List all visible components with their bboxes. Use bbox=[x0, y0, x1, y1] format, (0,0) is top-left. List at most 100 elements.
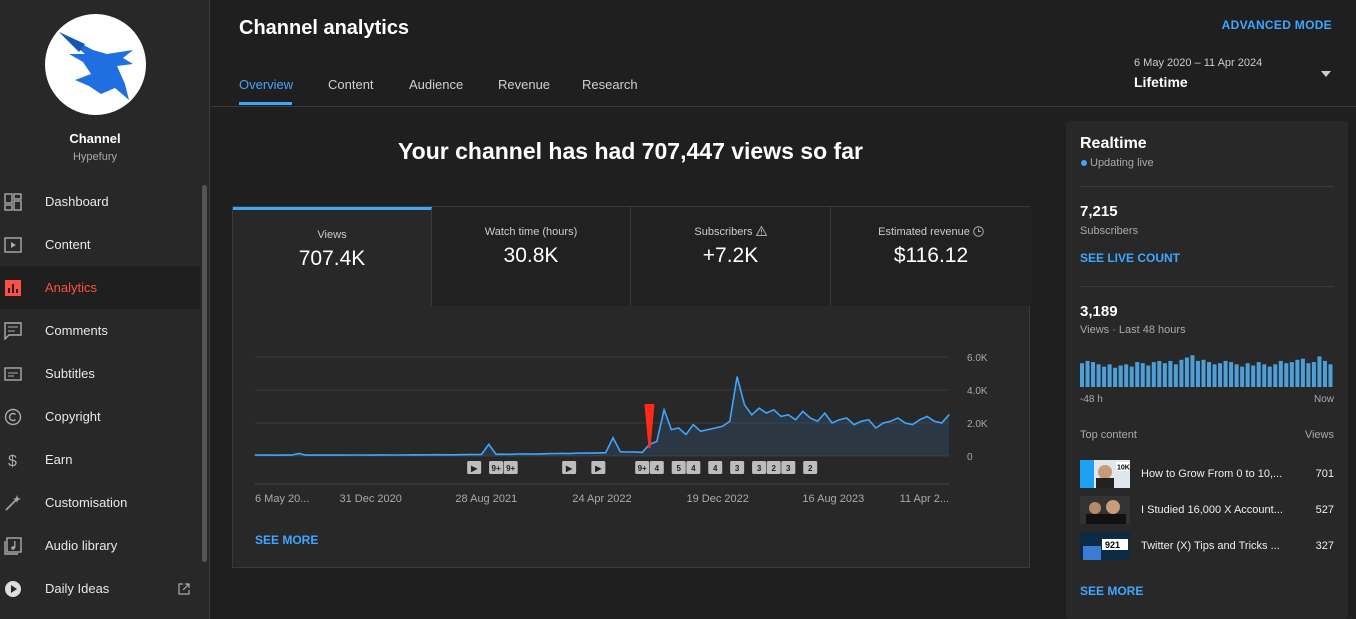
data-point[interactable] bbox=[933, 420, 935, 422]
data-point[interactable] bbox=[407, 454, 410, 456]
stat-views[interactable]: Views 707.4K bbox=[233, 207, 432, 306]
data-point[interactable] bbox=[480, 453, 483, 456]
data-point[interactable] bbox=[473, 453, 475, 456]
data-point[interactable] bbox=[583, 452, 585, 454]
mini-bar[interactable] bbox=[1328, 364, 1333, 387]
data-point[interactable] bbox=[269, 454, 271, 456]
data-point[interactable] bbox=[502, 453, 504, 455]
data-point[interactable] bbox=[634, 451, 636, 453]
realtime-mini-chart[interactable] bbox=[1080, 353, 1334, 387]
data-point[interactable] bbox=[941, 422, 943, 424]
data-point[interactable] bbox=[809, 417, 811, 419]
mini-bar[interactable] bbox=[1201, 359, 1206, 387]
data-point[interactable] bbox=[553, 452, 556, 455]
data-point[interactable] bbox=[342, 454, 344, 456]
data-point[interactable] bbox=[670, 429, 672, 431]
chevron-down-icon[interactable] bbox=[1321, 71, 1331, 77]
data-point[interactable] bbox=[283, 454, 285, 456]
see-more-button[interactable]: SEE MORE bbox=[255, 533, 319, 547]
data-point[interactable] bbox=[437, 454, 439, 456]
flag-annotation[interactable] bbox=[644, 404, 655, 448]
chart-marker[interactable]: 4 bbox=[686, 461, 701, 474]
data-point[interactable] bbox=[736, 376, 738, 378]
mini-bar[interactable] bbox=[1085, 360, 1090, 387]
data-point[interactable] bbox=[575, 452, 578, 454]
mini-bar[interactable] bbox=[1096, 364, 1101, 387]
mini-bar[interactable] bbox=[1317, 356, 1322, 387]
data-point[interactable] bbox=[626, 451, 629, 453]
data-point[interactable] bbox=[838, 419, 841, 421]
data-point[interactable] bbox=[261, 454, 263, 456]
data-point[interactable] bbox=[451, 454, 453, 456]
data-point[interactable] bbox=[721, 425, 724, 427]
data-point[interactable] bbox=[298, 452, 300, 455]
sidebar-item-content[interactable]: Content bbox=[0, 223, 200, 266]
mini-bar[interactable] bbox=[1129, 366, 1134, 387]
data-point[interactable] bbox=[700, 430, 702, 432]
data-point[interactable] bbox=[444, 454, 446, 456]
mini-bar[interactable] bbox=[1229, 362, 1234, 387]
mini-bar[interactable] bbox=[1234, 364, 1239, 387]
data-point[interactable] bbox=[641, 451, 643, 453]
data-point[interactable] bbox=[831, 422, 833, 424]
data-point[interactable] bbox=[422, 454, 424, 456]
see-more-button[interactable]: SEE MORE bbox=[1080, 584, 1144, 598]
data-point[interactable] bbox=[524, 453, 526, 455]
data-point[interactable] bbox=[429, 454, 431, 456]
mini-bar[interactable] bbox=[1306, 363, 1311, 387]
series-line-views[interactable] bbox=[254, 376, 950, 457]
mini-bar[interactable] bbox=[1218, 363, 1223, 387]
mini-bar[interactable] bbox=[1184, 357, 1189, 387]
mini-bar[interactable] bbox=[1322, 360, 1327, 387]
top-content-item[interactable]: 10K How to Grow From 0 to 10,... 701 bbox=[1080, 460, 1334, 490]
data-point[interactable] bbox=[787, 414, 789, 416]
chart-marker[interactable]: ▶ bbox=[591, 461, 606, 474]
views-chart[interactable]: 6.0K4.0K2.0K0▶ 9+ 9+ ▶ ▶ 9+ 4 5 4 4 3 3 2 3 26 May 20.… bbox=[233, 307, 1031, 527]
data-point[interactable] bbox=[327, 454, 329, 456]
channel-avatar[interactable] bbox=[45, 14, 146, 115]
mini-bar[interactable] bbox=[1300, 358, 1305, 387]
data-point[interactable] bbox=[378, 454, 380, 456]
mini-bar[interactable] bbox=[1212, 364, 1217, 387]
data-point[interactable] bbox=[897, 417, 899, 419]
data-point[interactable] bbox=[758, 407, 760, 409]
chart-marker[interactable]: 5 bbox=[671, 461, 686, 474]
mini-bar[interactable] bbox=[1151, 362, 1156, 387]
data-point[interactable] bbox=[532, 453, 534, 455]
stat-revenue[interactable]: Estimated revenue $116.12 bbox=[831, 207, 1031, 306]
data-point[interactable] bbox=[320, 454, 322, 456]
mini-bar[interactable] bbox=[1207, 362, 1212, 387]
data-point[interactable] bbox=[605, 452, 607, 454]
sidebar-item-customisation[interactable]: Customisation bbox=[0, 481, 200, 524]
data-point[interactable] bbox=[400, 454, 402, 456]
tab-content[interactable]: Content bbox=[328, 77, 374, 92]
mini-bar[interactable] bbox=[1124, 364, 1129, 387]
data-point[interactable] bbox=[363, 454, 366, 456]
data-point[interactable] bbox=[853, 424, 855, 426]
data-point[interactable] bbox=[692, 424, 694, 426]
mini-bar[interactable] bbox=[1162, 363, 1167, 387]
data-point[interactable] bbox=[495, 453, 497, 455]
data-point[interactable] bbox=[714, 427, 716, 429]
data-point[interactable] bbox=[926, 415, 928, 417]
mini-bar[interactable] bbox=[1157, 360, 1162, 387]
mini-bar[interactable] bbox=[1240, 366, 1245, 387]
chart-marker[interactable]: ▶ bbox=[562, 461, 577, 474]
mini-bar[interactable] bbox=[1223, 360, 1228, 387]
data-point[interactable] bbox=[590, 452, 592, 454]
top-content-item[interactable]: I Studied 16,000 X Account... 527 bbox=[1080, 496, 1334, 526]
data-point[interactable] bbox=[663, 409, 665, 411]
data-point[interactable] bbox=[882, 422, 884, 424]
sidebar-item-comments[interactable]: Comments bbox=[0, 309, 200, 352]
data-point[interactable] bbox=[546, 453, 548, 455]
data-point[interactable] bbox=[488, 443, 490, 446]
tab-research[interactable]: Research bbox=[582, 77, 638, 92]
data-point[interactable] bbox=[612, 437, 614, 439]
data-point[interactable] bbox=[312, 454, 315, 456]
chart-marker[interactable]: ▶ bbox=[467, 461, 482, 474]
data-point[interactable] bbox=[794, 419, 797, 421]
mini-bar[interactable] bbox=[1146, 365, 1151, 387]
mini-bar[interactable] bbox=[1179, 359, 1184, 387]
data-point[interactable] bbox=[561, 452, 563, 454]
data-point[interactable] bbox=[868, 419, 870, 421]
